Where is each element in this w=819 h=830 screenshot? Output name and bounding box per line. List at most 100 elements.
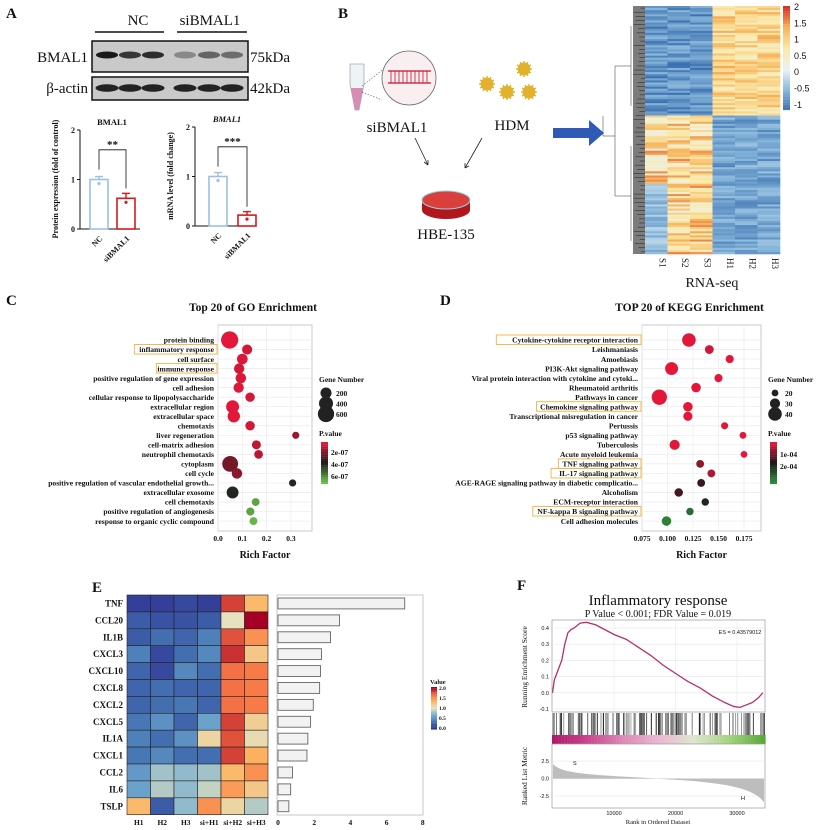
- heatmap-cell: [645, 179, 668, 182]
- data-point: [227, 410, 240, 423]
- heatmap-cell: [645, 115, 668, 118]
- heatmap-cell: [645, 10, 668, 13]
- heatmap-cell: [712, 84, 736, 87]
- term-label: Chemokine signaling pathway: [540, 402, 638, 411]
- colorbar-segment: [321, 446, 328, 449]
- heatmap-cell: [690, 229, 713, 232]
- x-tick-label: siBMAL1: [222, 231, 252, 261]
- heatmap-cell: [690, 171, 713, 174]
- heatmap-cell: [690, 233, 713, 236]
- row-label: TNF: [105, 598, 124, 608]
- heatmap-cell: [244, 797, 269, 815]
- colorbar-segment: [321, 479, 328, 482]
- rank-color-band: [756, 735, 760, 744]
- heatmap-cell: [735, 125, 758, 129]
- heatmap-cell: [757, 251, 781, 255]
- chart-title: Top 20 of GO Enrichment: [189, 302, 317, 314]
- heatmap-cell: [712, 194, 736, 197]
- heatmap-cell: [126, 729, 151, 748]
- heatmap-cell: [735, 237, 758, 240]
- colorbar-tick: -0.5: [794, 84, 810, 94]
- y-tick-label: 0.4: [541, 626, 549, 632]
- heatmap-cell: [645, 107, 668, 110]
- heatmap-cell: [690, 63, 713, 67]
- heatmap-cell: [735, 51, 758, 54]
- heatmap-cell: [197, 712, 222, 731]
- heatmap-cell: [126, 662, 151, 680]
- heatmap-cell: [150, 712, 175, 731]
- heatmap-cell: [757, 125, 781, 129]
- heatmap-cell: [757, 111, 781, 114]
- heatmap-cell: [645, 90, 668, 94]
- heatmap-cell: [757, 216, 781, 220]
- heatmap-cell: [735, 189, 758, 193]
- colorbar-segment: [431, 710, 437, 713]
- heatmap-cell: [712, 32, 736, 36]
- heatmap-cell: [667, 198, 691, 201]
- heatmap-cell: [735, 68, 758, 71]
- heatmap-cell: [712, 181, 736, 185]
- rank-color-band: [585, 735, 589, 744]
- heatmap-cell: [712, 16, 736, 19]
- heatmap-cell: [667, 196, 691, 199]
- heatmap-cell: [645, 171, 668, 174]
- data-point: [739, 431, 747, 439]
- rank-color-band: [762, 735, 766, 744]
- heatmap-cell: [667, 59, 691, 63]
- colorbar-segment: [770, 446, 777, 449]
- heatmap-cell: [735, 43, 758, 46]
- highlight-box: [536, 401, 642, 412]
- heatmap-cell: [690, 43, 713, 46]
- legend-color-title: P.value: [768, 429, 792, 438]
- heatmap-cell: [667, 251, 691, 255]
- heatmap-cell: [645, 30, 668, 34]
- heatmap-cell: [712, 229, 736, 232]
- western-blot: NC siBMAL1 BMAL1 β-actin 75kDa 42kDa: [37, 13, 290, 101]
- heatmap-cell: [735, 245, 758, 249]
- colorbar-segment: [431, 722, 437, 725]
- colorbar-segment: [783, 68, 790, 72]
- rank-color-band: [750, 735, 754, 744]
- colorbar-segment: [431, 721, 437, 723]
- heatmap-cell: [667, 107, 691, 110]
- heatmap-cell: [197, 763, 222, 782]
- heatmap-cell: [712, 247, 736, 251]
- rank-color-band: [640, 735, 644, 744]
- heatmap-cell: [645, 229, 668, 232]
- heatmap-cell: [757, 76, 781, 79]
- heatmap-cell: [667, 239, 691, 242]
- colorbar-segment: [783, 13, 790, 17]
- heatmap-cell: [667, 146, 691, 149]
- y-axis-label: mRNA level (fold change): [166, 132, 175, 220]
- heatmap-cell: [757, 65, 781, 69]
- heatmap-cell: [712, 220, 736, 224]
- heatmap-cell: [735, 140, 758, 143]
- legend-color-tick: 2e-07: [331, 448, 348, 457]
- heatmap-cell: [735, 144, 758, 147]
- heatmap-cell: [150, 780, 175, 799]
- heatmap-cell: [735, 148, 758, 151]
- heatmap-cell: [645, 130, 668, 133]
- heatmap-cell: [690, 94, 713, 98]
- significance-bracket: [98, 149, 127, 189]
- heatmap-cell: [173, 797, 198, 815]
- heatmap-cell: [712, 43, 736, 46]
- heatmap-cell: [690, 55, 713, 58]
- legend-size-dot: [769, 398, 781, 409]
- heatmap-cell: [735, 212, 758, 216]
- highlight-box: [550, 467, 642, 479]
- legend-size-label: 40: [785, 410, 793, 419]
- heatmap-cell: [645, 74, 668, 77]
- panel-label-e: E: [92, 580, 102, 596]
- legend-size-dot: [768, 407, 782, 421]
- heatmap-cell: [645, 34, 668, 38]
- colorbar-segment: [431, 712, 437, 715]
- data-point: [665, 362, 679, 376]
- heatmap-cell: [667, 167, 691, 170]
- term-label: Pertussis: [609, 421, 638, 430]
- heatmap-cell: [712, 198, 736, 201]
- heatmap-cell: [757, 24, 781, 27]
- heatmap-cell: [757, 86, 781, 89]
- data-point: [289, 479, 297, 487]
- heatmap-cell: [667, 26, 691, 30]
